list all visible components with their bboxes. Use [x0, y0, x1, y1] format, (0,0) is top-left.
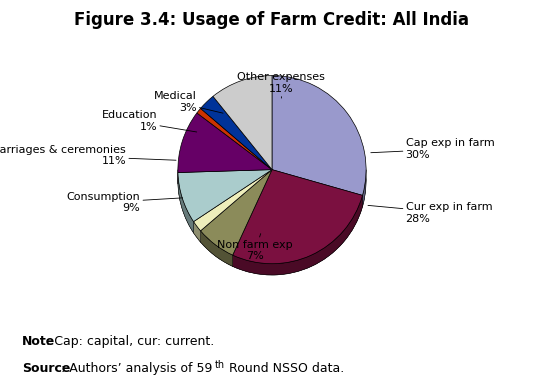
Wedge shape: [201, 96, 272, 170]
Polygon shape: [362, 170, 366, 207]
Text: Round NSSO data.: Round NSSO data.: [225, 362, 344, 375]
Wedge shape: [194, 181, 272, 242]
Wedge shape: [194, 170, 272, 231]
Wedge shape: [201, 170, 272, 255]
Text: : Cap: capital, cur: current.: : Cap: capital, cur: current.: [46, 335, 214, 348]
Wedge shape: [197, 108, 272, 170]
Wedge shape: [233, 170, 362, 264]
Polygon shape: [201, 231, 233, 266]
Wedge shape: [178, 124, 272, 184]
Text: Non farm exp
7%: Non farm exp 7%: [217, 233, 293, 262]
Wedge shape: [201, 108, 272, 181]
Polygon shape: [178, 172, 194, 233]
Text: Source: Source: [22, 362, 70, 375]
Wedge shape: [213, 87, 272, 181]
Polygon shape: [194, 222, 201, 242]
Wedge shape: [233, 181, 362, 275]
Wedge shape: [201, 181, 272, 266]
Wedge shape: [178, 181, 272, 233]
Polygon shape: [233, 196, 362, 275]
Wedge shape: [197, 120, 272, 181]
Text: th: th: [214, 360, 225, 370]
Text: Medical
3%: Medical 3%: [154, 91, 223, 113]
Text: Cap exp in farm
30%: Cap exp in farm 30%: [371, 138, 494, 160]
Text: : Authors’ analysis of 59: : Authors’ analysis of 59: [61, 362, 212, 375]
Text: Figure 3.4: Usage of Farm Credit: All India: Figure 3.4: Usage of Farm Credit: All In…: [75, 11, 469, 29]
Wedge shape: [272, 87, 366, 207]
Text: Education
1%: Education 1%: [102, 110, 197, 132]
Wedge shape: [178, 170, 272, 222]
Text: Consumption
9%: Consumption 9%: [66, 192, 183, 213]
Wedge shape: [178, 113, 272, 172]
Text: Note: Note: [22, 335, 55, 348]
Wedge shape: [213, 75, 272, 170]
Text: Marriages & ceremonies
11%: Marriages & ceremonies 11%: [0, 145, 176, 166]
Text: Other expenses
11%: Other expenses 11%: [238, 72, 325, 98]
Wedge shape: [272, 75, 366, 196]
Text: Cur exp in farm
28%: Cur exp in farm 28%: [368, 202, 492, 224]
